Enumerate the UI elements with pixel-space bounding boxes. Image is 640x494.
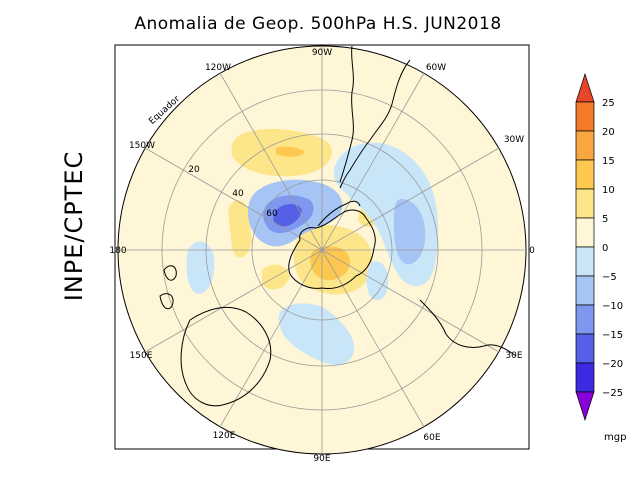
negative-anomaly-indian-west xyxy=(186,241,215,294)
antarctic-peninsula xyxy=(317,200,361,227)
lat-label-40: 40 xyxy=(232,189,244,199)
south-america-east-coast xyxy=(339,59,411,189)
colorbar-label-m5: −5 xyxy=(602,272,617,283)
colorbar-label-20: 20 xyxy=(602,127,615,138)
lon-label-90e: 90E xyxy=(313,454,330,464)
colorbar-bin-15-20 xyxy=(575,130,595,161)
negative-anomaly-drake xyxy=(350,179,380,205)
meridian-150w-30e xyxy=(144,147,500,353)
colorbar-units: mgp xyxy=(604,432,626,443)
africa-south-coast xyxy=(419,299,517,357)
graticule xyxy=(117,45,527,455)
colorbar-label-m10: −10 xyxy=(602,301,623,312)
colorbar-bin-5-10 xyxy=(575,188,595,219)
colorbar-bottom-arrow xyxy=(575,391,595,422)
positive-anomaly-south-pacific xyxy=(262,264,290,290)
lon-label-60w: 60W xyxy=(426,63,446,73)
lon-label-120w: 120W xyxy=(205,63,231,73)
positive-anomaly-antarctica-core xyxy=(310,246,351,281)
colorbar-label-15: 15 xyxy=(602,156,615,167)
colorbar: 25 20 15 10 5 0 −5 −10 −15 −20 −25 mgp xyxy=(575,72,626,443)
negative-anomaly-south-atlantic-core xyxy=(394,199,426,265)
colorbar-label-m20: −20 xyxy=(602,359,623,370)
negative-anomaly-indian-east xyxy=(366,261,389,301)
lon-label-90w: 90W xyxy=(312,48,332,58)
lon-label-150e: 150E xyxy=(130,351,153,361)
lon-label-30e: 30E xyxy=(505,351,522,361)
map-title: Anomalia de Geop. 500hPa H.S. JUN2018 xyxy=(134,14,502,34)
south-america-west-coast xyxy=(339,45,354,183)
colorbar-bin-m5-0 xyxy=(575,246,595,277)
lon-label-30w: 30W xyxy=(504,135,524,145)
colorbar-label-25: 25 xyxy=(602,98,615,109)
colorbar-bin-m10-m5 xyxy=(575,275,595,306)
colorbar-bin-m15-m10 xyxy=(575,304,595,335)
colorbar-top-arrow xyxy=(575,72,595,103)
colorbar-label-10: 10 xyxy=(602,185,615,196)
negative-anomaly-ross-sea-core xyxy=(273,204,302,227)
colorbar-label-m25: −25 xyxy=(602,388,623,399)
positive-anomaly-west xyxy=(228,200,252,258)
colorbar-bin-0-5 xyxy=(575,217,595,248)
lon-label-150w: 150W xyxy=(129,141,155,151)
colorbar-label-5: 5 xyxy=(602,214,608,225)
lon-label-180: 180 xyxy=(109,246,126,256)
colorbar-label-0: 0 xyxy=(602,243,608,254)
positive-anomaly-core-pacific xyxy=(276,146,305,157)
lon-label-60e: 60E xyxy=(423,433,440,443)
australia-coast xyxy=(180,307,272,407)
lat-label-20: 20 xyxy=(188,165,200,175)
colorbar-bin-20-25 xyxy=(575,101,595,132)
colorbar-bin-m20-m15 xyxy=(575,333,595,364)
lon-label-120e: 120E xyxy=(213,431,236,441)
colorbar-bin-10-15 xyxy=(575,159,595,190)
colorbar-bin-m25-m20 xyxy=(575,362,595,393)
lon-label-0: 0 xyxy=(529,246,535,256)
new-zealand-south xyxy=(159,293,174,310)
lat-label-60: 60 xyxy=(266,209,278,219)
new-zealand-north xyxy=(163,265,177,281)
antarctica-coast xyxy=(288,209,376,289)
coastlines xyxy=(159,45,517,407)
colorbar-label-m15: −15 xyxy=(602,330,623,341)
